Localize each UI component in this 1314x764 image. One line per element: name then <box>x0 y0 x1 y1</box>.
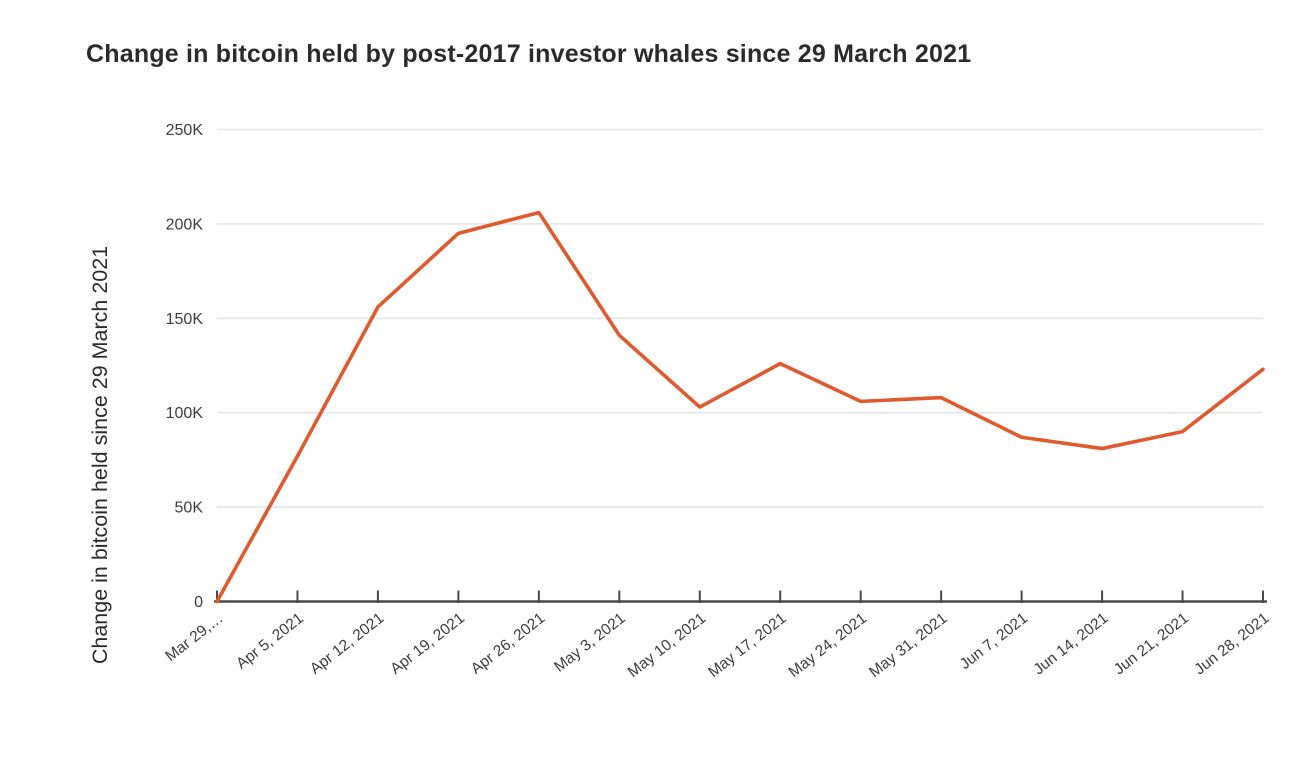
x-tick-label: Apr 26, 2021 <box>468 610 548 678</box>
x-tick-label: Apr 12, 2021 <box>307 610 387 678</box>
x-tick-label: May 3, 2021 <box>551 610 629 676</box>
x-tick-label: May 17, 2021 <box>705 610 789 681</box>
y-tick-label: 50K <box>175 500 204 517</box>
x-tick-label: May 24, 2021 <box>786 610 870 681</box>
x-tick-label: May 10, 2021 <box>625 610 709 681</box>
y-tick-label: 0 <box>194 594 203 611</box>
x-tick-label: Apr 19, 2021 <box>387 610 467 678</box>
series-line <box>215 210 1265 604</box>
y-tick-label: 200K <box>166 216 204 233</box>
y-axis-title: Change in bitcoin held since 29 March 20… <box>88 246 112 664</box>
x-tick-label: Mar 29,… <box>162 610 226 665</box>
y-tick-label: 250K <box>166 122 204 139</box>
y-tick-label: 100K <box>166 405 204 422</box>
x-tick-label: Jun 21, 2021 <box>1111 610 1192 679</box>
x-tick-label: Jun 7, 2021 <box>957 610 1031 673</box>
gridlines <box>217 128 1263 508</box>
x-tick-label: Jun 14, 2021 <box>1030 610 1111 679</box>
y-tick-label: 150K <box>166 311 204 328</box>
x-axis <box>214 590 1267 603</box>
x-tick-label: Jun 28, 2021 <box>1191 610 1272 679</box>
x-axis-tick-labels: Mar 29,… Apr 5, 2021 Apr 12, 2021 Apr 19, 2… <box>162 610 1272 681</box>
x-tick-label: Apr 5, 2021 <box>233 610 307 673</box>
y-axis-tick-labels: 0 50K 100K 150K 200K 250K <box>166 122 204 611</box>
chart-title: Change in bitcoin held by post-2017 inve… <box>86 40 972 68</box>
x-tick-label: May 31, 2021 <box>866 610 950 681</box>
